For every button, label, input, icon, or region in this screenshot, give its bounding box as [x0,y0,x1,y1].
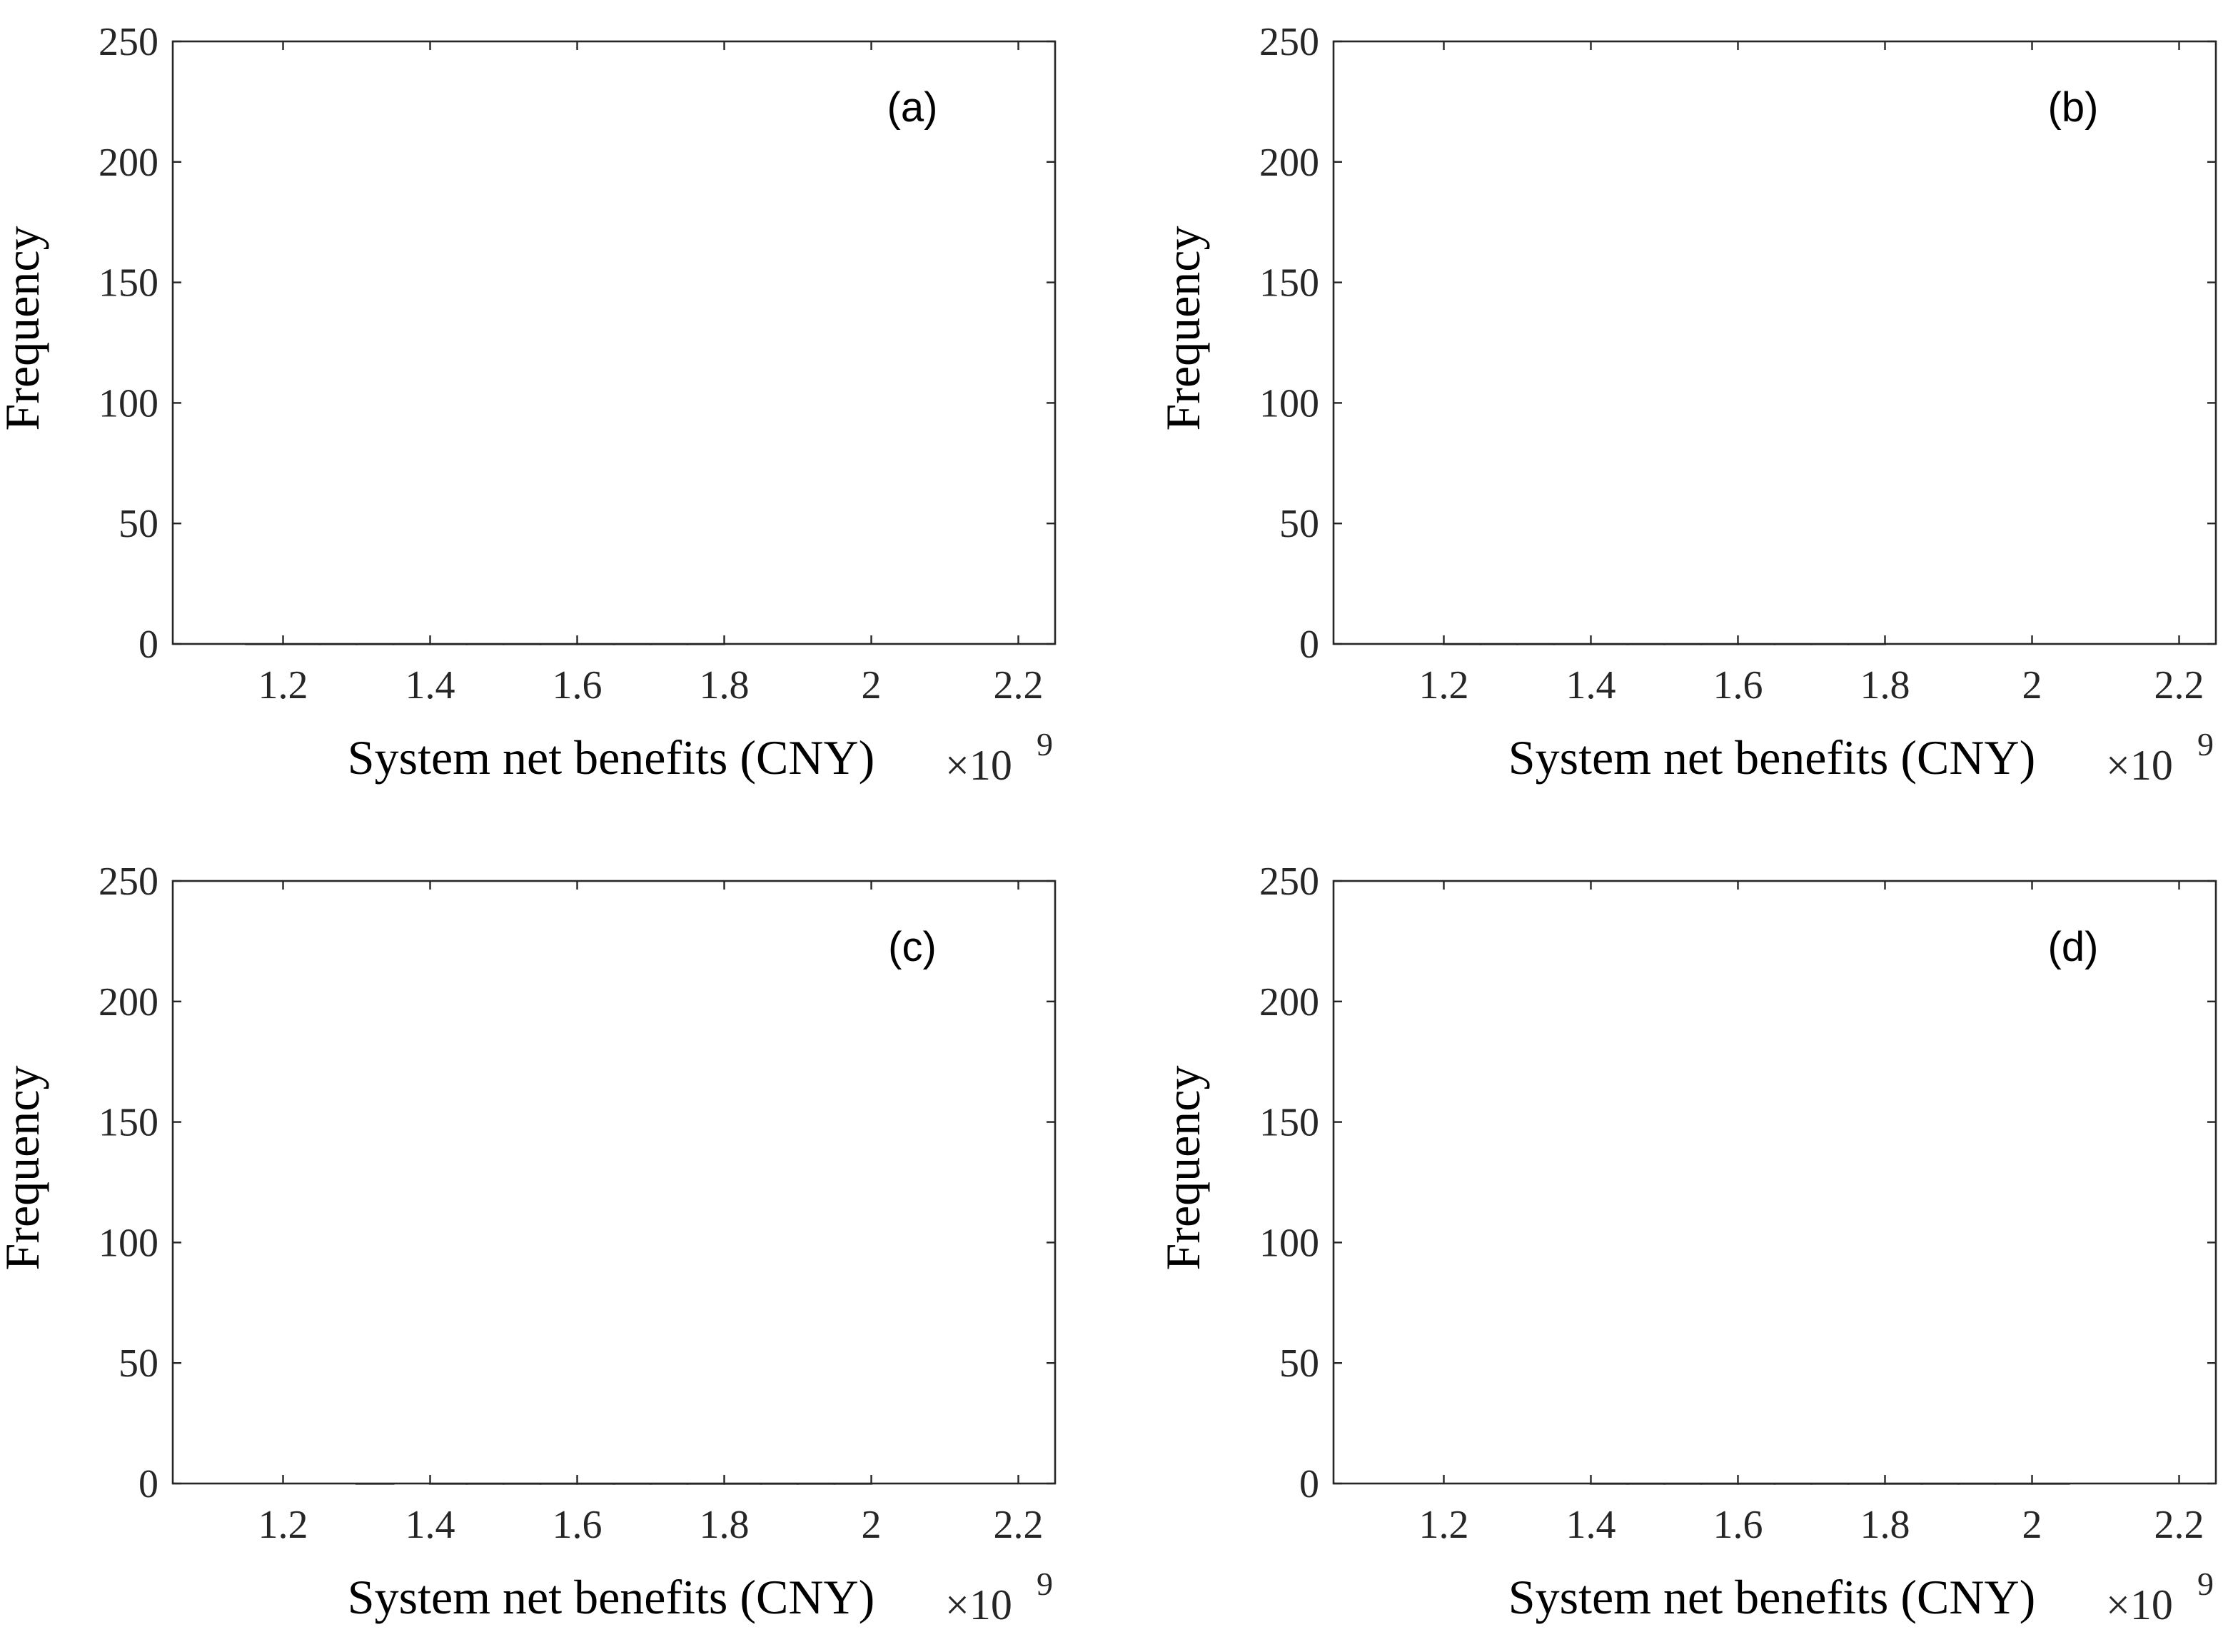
y-tick-label: 200 [1259,980,1319,1024]
exponent-power: 9 [2197,726,2214,762]
exponent-power: 9 [1037,726,1053,762]
y-axis-title: Frequency [1156,226,1210,430]
y-tick-label: 100 [99,381,158,425]
chart-panel-a: 1.2 1.4 1.6 1.8 2 2.2 0 50 100 150 200 250 (a) System… [0,20,1057,789]
x-axis-title: System net benefits (CNY) [1508,1570,2035,1624]
x-tick-label: 1.8 [700,1503,750,1547]
panel-label: (a) [887,84,938,131]
y-tick-label: 250 [99,20,158,64]
x-tick-label: 1.2 [1419,663,1469,707]
x-tick-label: 2 [2022,663,2042,707]
x-tick-label: 1.2 [258,663,308,707]
axes-frame [1332,40,2217,645]
y-tick-label: 200 [1259,141,1319,185]
x-tick-label: 1.2 [1419,1503,1469,1547]
x-tick-label: 1.8 [1860,663,1910,707]
y-tick-label: 150 [99,261,158,306]
x-exponent-label: ×10 9 [945,726,1053,789]
y-tick-label: 150 [1259,1101,1319,1145]
y-tick-label: 0 [138,1462,158,1506]
y-tick-label: 50 [119,1341,158,1386]
y-tick-label: 200 [99,980,158,1024]
x-tick-label: 1.6 [1713,663,1763,707]
exponent-base: ×10 [2106,742,2173,789]
panel-label: (c) [888,924,937,970]
x-tick-label: 1.6 [553,663,603,707]
y-tick-label: 250 [99,860,158,904]
x-tick-label: 1.8 [700,663,750,707]
exponent-base: ×10 [945,742,1012,789]
exponent-base: ×10 [945,1581,1012,1628]
x-axis-title: System net benefits (CNY) [348,730,874,785]
axes-frame [1332,880,2217,1485]
x-tick-label: 2.2 [2154,663,2204,707]
exponent-base: ×10 [2106,1581,2173,1628]
x-tick-label: 2 [862,663,882,707]
x-tick-label: 2 [862,1503,882,1547]
x-tick-label: 1.8 [1860,1503,1910,1547]
axes-frame [171,880,1057,1485]
y-tick-label: 150 [1259,261,1319,306]
x-tick-label: 1.4 [405,663,455,707]
y-tick-label: 0 [138,623,158,667]
y-axis-title: Frequency [0,226,49,430]
y-tick-label: 100 [1259,381,1319,425]
chart-panel-d: 1.2 1.4 1.6 1.8 2 2.2 0 50 100 150 200 250 (d) System… [1156,860,2217,1628]
y-tick-label: 200 [99,141,158,185]
x-tick-label: 1.4 [405,1503,455,1547]
x-tick-label: 1.6 [1713,1503,1763,1547]
axes-frame [171,40,1057,645]
x-exponent-label: ×10 9 [2106,726,2214,789]
x-axis-title: System net benefits (CNY) [348,1570,874,1624]
y-tick-label: 0 [1299,1462,1319,1506]
x-exponent-label: ×10 9 [2106,1566,2214,1628]
y-tick-label: 100 [1259,1221,1319,1265]
x-tick-label: 1.4 [1566,1503,1616,1547]
x-tick-label: 2.2 [994,663,1044,707]
y-tick-label: 100 [99,1221,158,1265]
y-axis-title: Frequency [1156,1065,1210,1270]
y-tick-label: 150 [99,1101,158,1145]
x-axis-title: System net benefits (CNY) [1508,730,2035,785]
y-axis-title: Frequency [0,1065,49,1270]
panel-label: (d) [2048,924,2099,970]
x-tick-label: 2 [2022,1503,2042,1547]
chart-panel-b: 1.2 1.4 1.6 1.8 2 2.2 0 50 100 150 200 250 (b) System… [1156,20,2217,789]
chart-panel-c: 1.2 1.4 1.6 1.8 2 2.2 0 50 100 150 200 250 (c) System… [0,860,1057,1628]
x-tick-label: 1.6 [553,1503,603,1547]
x-tick-label: 1.4 [1566,663,1616,707]
x-tick-label: 2.2 [994,1503,1044,1547]
x-tick-label: 2.2 [2154,1503,2204,1547]
y-tick-label: 0 [1299,623,1319,667]
x-exponent-label: ×10 9 [945,1566,1053,1628]
exponent-power: 9 [1037,1566,1053,1602]
exponent-power: 9 [2197,1566,2214,1602]
panel-label: (b) [2048,84,2099,131]
y-tick-label: 50 [1279,502,1319,546]
y-tick-label: 50 [119,502,158,546]
x-tick-label: 1.2 [258,1503,308,1547]
y-tick-label: 50 [1279,1341,1319,1386]
y-tick-label: 250 [1259,20,1319,64]
y-tick-label: 250 [1259,860,1319,904]
